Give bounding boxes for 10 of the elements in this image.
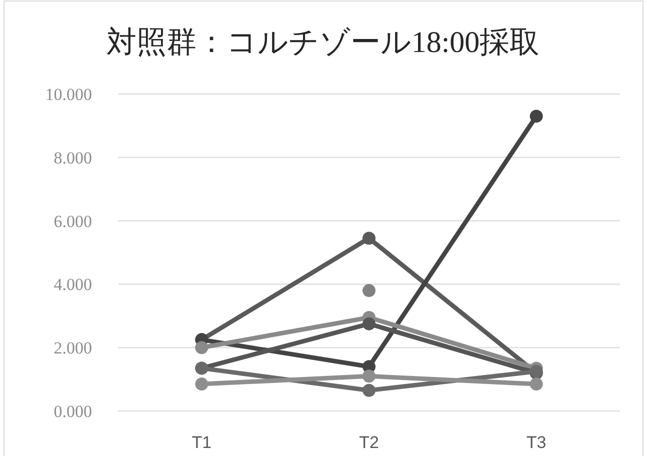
x-tick-label: T2	[359, 433, 379, 452]
chart-title: 対照群：コルチゾール18:00採取	[106, 26, 540, 59]
y-tick-label: 2.000	[54, 338, 92, 358]
y-tick-label: 6.000	[54, 212, 92, 231]
y-tick-label: 0.000	[54, 402, 92, 421]
x-tick-label: T3	[526, 433, 546, 452]
y-tick-label: 4.000	[54, 275, 92, 294]
y-tick-label: 10.000	[45, 85, 92, 104]
y-tick-label: 8.000	[54, 148, 92, 168]
x-tick-label: T1	[192, 433, 212, 452]
